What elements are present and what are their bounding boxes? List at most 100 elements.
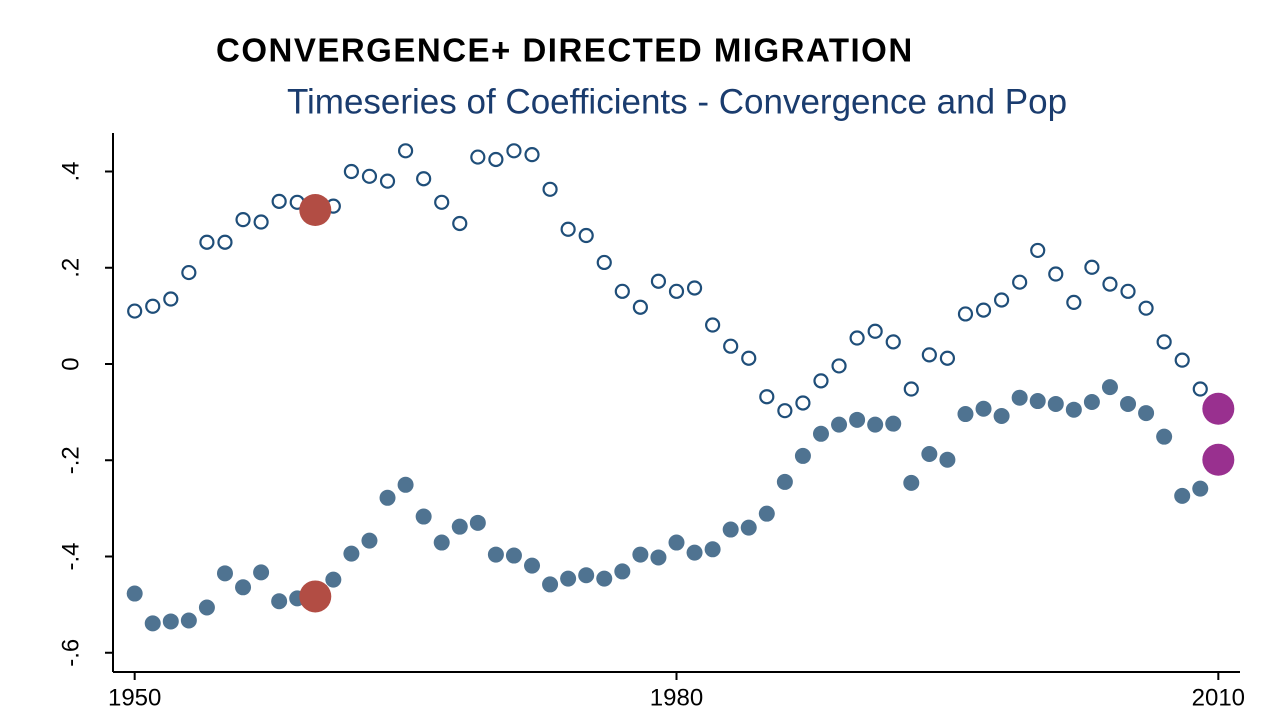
filled-point (632, 546, 649, 563)
filled-point (1192, 480, 1209, 497)
filled-point (524, 557, 541, 574)
filled-point (126, 585, 143, 602)
hollow-point (506, 143, 522, 159)
y-tick-label: -.6 (57, 639, 84, 667)
filled-point (740, 519, 757, 536)
hollow-point (542, 181, 558, 197)
filled-point (487, 546, 504, 563)
hollow-point (885, 334, 901, 350)
hollow-point (416, 171, 432, 187)
filled-point (903, 474, 920, 491)
hollow-point (1048, 266, 1064, 282)
chart-title: Timeseries of Coefficients - Convergence… (287, 82, 1067, 121)
filled-point (1047, 395, 1064, 412)
filled-point (144, 615, 161, 632)
hollow-point (831, 358, 847, 374)
x-tick-label: 1950 (108, 684, 161, 711)
filled-point (162, 613, 179, 630)
hollow-point (921, 347, 937, 363)
hollow-point (145, 298, 161, 314)
hollow-point (199, 234, 215, 250)
filled-point (235, 579, 252, 596)
filled-point (1138, 405, 1155, 422)
hollow-point (795, 395, 811, 411)
hollow-point (343, 163, 360, 180)
filled-point (831, 416, 848, 433)
filled-point (650, 549, 667, 566)
filled-point (216, 565, 233, 582)
hollow-point (867, 323, 883, 339)
hollow-point (181, 264, 197, 281)
filled-point (397, 476, 414, 493)
filled-point (957, 406, 974, 423)
hollow-point (361, 168, 378, 184)
hollow-point (127, 303, 143, 319)
y-tick-label: .2 (57, 258, 84, 278)
hollow-point (777, 403, 793, 419)
hollow-point (632, 299, 648, 315)
x-tick-label: 2010 (1192, 684, 1245, 711)
filled-point (361, 532, 378, 549)
hollow-point (975, 302, 992, 318)
hollow-point (1012, 274, 1028, 290)
x-tick-label: 1980 (650, 684, 703, 711)
hollow-point (163, 291, 179, 307)
filled-point (1029, 393, 1046, 410)
filled-point (271, 593, 288, 610)
hollow-point (1066, 294, 1082, 310)
filled-point (776, 473, 793, 490)
hollow-point (235, 212, 251, 228)
filled-point (505, 547, 522, 564)
hollow-point (903, 381, 919, 397)
hollow-point (668, 283, 685, 299)
filled-point (180, 612, 197, 629)
filled-point (1174, 487, 1191, 504)
hollow-point (849, 330, 865, 346)
hollow-point (1156, 334, 1172, 350)
filled-point (1083, 394, 1100, 411)
filled-point (758, 505, 775, 522)
hollow-point (253, 214, 269, 230)
hollow-point (741, 350, 757, 366)
hollow-point (993, 292, 1010, 308)
filled-point (1065, 401, 1082, 418)
filled-point (578, 567, 595, 584)
filled-point (253, 564, 270, 581)
filled-point (451, 518, 468, 535)
filled-point (596, 570, 613, 587)
y-tick-label: -.4 (57, 542, 84, 570)
filled-point (939, 451, 956, 468)
highlight-point (1202, 392, 1235, 425)
hollow-point (524, 147, 540, 163)
hollow-point (759, 389, 775, 405)
filled-point (1120, 395, 1137, 412)
hollow-point (614, 283, 630, 299)
filled-point (867, 416, 884, 433)
hollow-point (957, 306, 974, 322)
hollow-point (1120, 283, 1136, 299)
hollow-point (470, 149, 486, 165)
hollow-point (705, 317, 721, 333)
filled-point (560, 570, 577, 587)
hollow-point (939, 350, 956, 366)
hollow-point (488, 151, 504, 168)
highlight-point (299, 580, 332, 613)
hollow-point (1030, 242, 1046, 259)
y-tick-label: .4 (57, 161, 84, 181)
highlight-point (299, 194, 332, 226)
filled-point (379, 489, 396, 506)
filled-point (1101, 379, 1118, 396)
hollow-point (1084, 259, 1100, 275)
slide-heading: CONVERGENCE+ DIRECTED MIGRATION (216, 32, 914, 69)
hollow-point (271, 193, 287, 209)
y-tick-label: 0 (57, 357, 84, 370)
filled-point (343, 545, 360, 562)
hollow-point (452, 215, 468, 232)
hollow-point (217, 234, 233, 250)
hollow-point (578, 227, 594, 244)
filled-point (198, 599, 215, 616)
hollow-point (723, 338, 739, 354)
hollow-point (1138, 300, 1154, 316)
